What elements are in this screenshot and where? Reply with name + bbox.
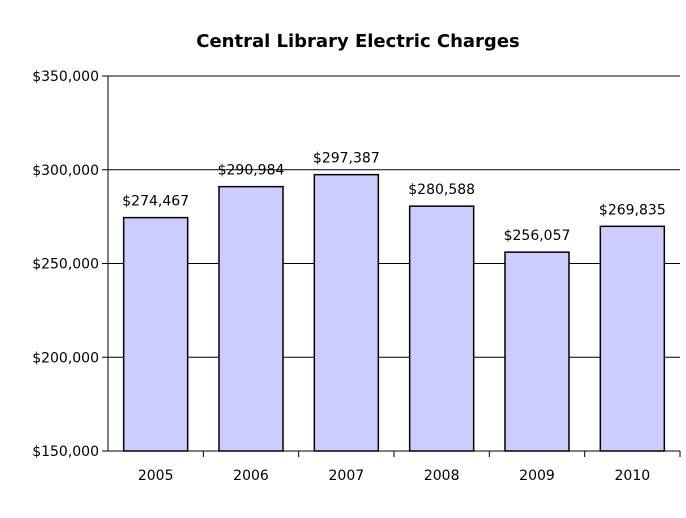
xtick-label-2009: 2009: [519, 468, 555, 484]
axis-layer: $150,000 $200,000 $250,000 $300,000 $350,000…: [32, 69, 681, 484]
data-label-2009: $256,057: [504, 228, 571, 244]
chart-title: Central Library Electric Charges: [196, 31, 520, 52]
xtick-label-2008: 2008: [424, 468, 460, 484]
xtick-label-2005: 2005: [138, 468, 174, 484]
data-label-2008: $280,588: [408, 182, 475, 198]
labels-layer: $274,467 $290,984 $297,387 $280,588 $256,057…: [122, 151, 665, 244]
ytick-label-1: $200,000: [32, 350, 99, 366]
bar-2009: [504, 251, 570, 452]
xtick-label-2007: 2007: [329, 468, 365, 484]
data-label-2010: $269,835: [599, 202, 666, 218]
ytick-label-3: $300,000: [32, 163, 99, 179]
ytick-label-2: $250,000: [32, 257, 99, 273]
ytick-label-0: $150,000: [32, 444, 99, 460]
xtick-label-2006: 2006: [233, 468, 269, 484]
ytick-label-4: $350,000: [32, 69, 99, 85]
bar-2005: [122, 216, 189, 452]
bar-2006: [218, 185, 284, 452]
bars-layer: [122, 173, 666, 452]
data-label-2005: $274,467: [122, 194, 189, 210]
bar-2008: [408, 205, 475, 452]
bar-2010: [599, 225, 666, 452]
xtick-label-2010: 2010: [615, 468, 651, 484]
data-label-2006: $290,984: [218, 163, 285, 179]
grid-layer: [108, 75, 680, 452]
data-label-2007: $297,387: [313, 151, 380, 167]
bar-2007: [313, 173, 380, 452]
